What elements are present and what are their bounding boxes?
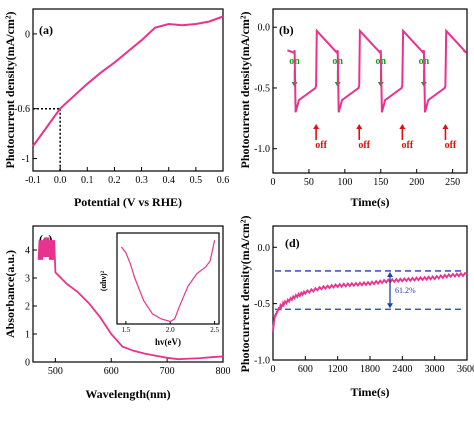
panel-b: (b) Time(s) Photocurrent density(mA/cm²)…: [238, 8, 468, 209]
panel-c-frame: [32, 225, 224, 363]
panel-a-x-tick-label: 0.0: [54, 175, 67, 186]
panel-d-y-tick-label: -1.0: [254, 356, 270, 367]
panel-b-x-tick-label: 250: [445, 177, 460, 188]
inset-frame: [116, 232, 220, 325]
panel-a-x-tick-label: 0.5: [190, 175, 203, 186]
panel-c: (c) Wavelength(nm) Absorbance(a.u.) 500 6…: [3, 225, 231, 401]
panel-b-x-tick-label: 200: [409, 177, 424, 188]
panel-a: (a) Potential (V vs RHE) Photocurrent de…: [3, 8, 230, 209]
inset-series-line: [120, 240, 216, 323]
panel-c-x-tick-label: 600: [104, 366, 119, 377]
panel-a-ylabel: Photocurrent density(mA/cm²): [3, 11, 17, 168]
panel-d-x-tick-label: 3000: [425, 364, 445, 375]
panel-a-x-tick-label: 0.1: [81, 175, 94, 186]
panel-d-xlabel: Time(s): [350, 385, 389, 399]
inset-ylabel: (αhν)²: [99, 270, 108, 291]
panel-d-series-line: [272, 271, 468, 333]
panel-c-y-tick-label: 3: [25, 274, 30, 285]
panel-a-x-tick-label: 0.3: [135, 175, 148, 186]
panel-c-y-tick-label: 2: [25, 302, 30, 313]
change-arrowhead-up: [387, 271, 393, 277]
panel-b-x-tick-label: 50: [304, 177, 314, 188]
panel-a-frame: [32, 8, 224, 172]
panel-c-xlabel: Wavelength(nm): [85, 387, 170, 401]
panel-b-y-tick-label: -0.5: [254, 83, 270, 94]
panel-a-x-tick-label: 0.6: [217, 175, 230, 186]
panel-a-x-tick-label: -0.1: [25, 175, 41, 186]
panel-a-series-line: [32, 15, 224, 147]
off-arrowhead: [356, 124, 363, 129]
panel-c-x-tick-label: 500: [48, 366, 63, 377]
panel-b-y-tick-label: 0.0: [258, 23, 271, 34]
panel-b-series-line: [287, 28, 468, 113]
panel-d-ylabel: Photocurrent density(mA/cm²): [238, 215, 252, 372]
change-arrowhead-down: [387, 303, 393, 309]
panel-c-y-tick-label: 1: [25, 330, 30, 341]
panel-c-inset: hv(eV) (αhν)² 1.5 2.0 2.5: [99, 232, 220, 347]
panel-b-y-tick-label: -1.0: [254, 144, 270, 155]
off-arrowhead: [442, 124, 449, 129]
panel-b-x-tick-label: 0: [271, 177, 276, 188]
inset-xlabel: hv(eV): [155, 337, 181, 347]
panel-c-x-tick-label: 700: [160, 366, 175, 377]
panel-a-x-tick-label: 0.4: [162, 175, 175, 186]
panel-a-label: (a): [39, 23, 53, 37]
panel-a-y-tick-label: -0.6: [14, 104, 30, 115]
panel-c-y-tick-label: 4: [25, 246, 30, 257]
panel-b-ylabel: Photocurrent density(mA/cm²): [238, 11, 252, 168]
off-label: off: [315, 140, 327, 151]
panel-c-series-line: [37, 237, 224, 361]
panel-d-x-tick-label: 2400: [392, 364, 412, 375]
panel-d-label: (d): [285, 236, 300, 250]
panel-b-x-tick-label: 100: [337, 177, 352, 188]
panel-d-x-tick-label: 0: [271, 364, 276, 375]
panel-c-x-tick-label: 800: [216, 366, 231, 377]
panel-b-label: (b): [279, 23, 294, 37]
panel-a-y-tick-label: -1: [22, 154, 30, 165]
panel-d-y-tick-label: -0.5: [254, 299, 270, 310]
panel-d: (d) Time(s) Photocurrent density(mA/cm²)…: [238, 215, 474, 399]
panel-b-x-tick-label: 150: [373, 177, 388, 188]
inset-x-tick-label: 2.5: [210, 326, 219, 334]
panel-b-xlabel: Time(s): [350, 195, 389, 209]
inset-x-tick-label: 2.0: [166, 326, 175, 334]
panel-c-y-tick-label: 0: [25, 358, 30, 369]
change-percent-label: 61.2%: [395, 286, 416, 295]
panel-b-frame: [272, 8, 468, 174]
off-label: off: [401, 140, 413, 151]
off-arrowhead: [399, 124, 406, 129]
panel-d-x-tick-label: 600: [298, 364, 313, 375]
panel-c-ylabel: Absorbance(a.u.): [3, 250, 17, 338]
off-label: off: [445, 140, 457, 151]
panel-d-x-tick-label: 1200: [328, 364, 348, 375]
off-arrowhead: [313, 124, 320, 129]
panel-d-x-tick-label: 1800: [360, 364, 380, 375]
panel-a-x-tick-label: 0.2: [108, 175, 121, 186]
inset-x-tick-label: 1.5: [121, 326, 130, 334]
off-label: off: [358, 140, 370, 151]
panel-a-xlabel: Potential (V vs RHE): [74, 195, 182, 209]
panel-a-y-tick-label: 0: [25, 29, 30, 40]
panel-d-y-tick-label: 0.0: [258, 243, 271, 254]
